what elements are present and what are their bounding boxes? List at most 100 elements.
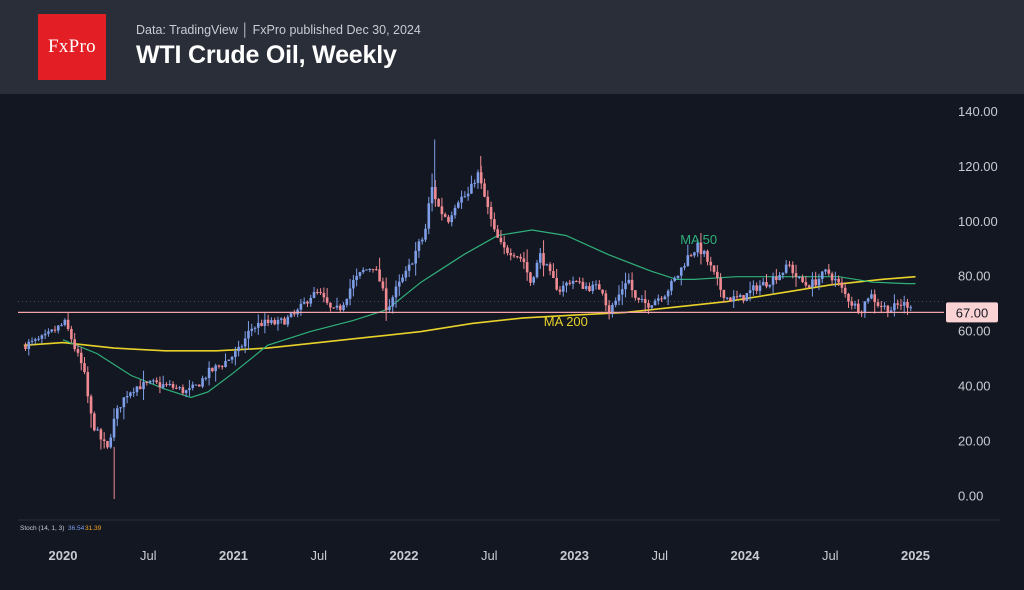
candle-body	[571, 280, 575, 284]
candle-body	[588, 286, 591, 291]
candle-body	[289, 313, 293, 317]
candle-body	[83, 363, 86, 373]
last-price-badge	[946, 302, 998, 323]
candle-body	[312, 291, 316, 298]
candle-body	[332, 307, 336, 309]
candle-body	[755, 285, 758, 291]
indicator-label: Stoch (14, 1, 3)	[20, 525, 64, 532]
candle-body	[135, 386, 139, 393]
candle-body	[207, 367, 211, 378]
candle-body	[230, 356, 234, 360]
candle-body	[673, 278, 677, 281]
candle-body	[814, 279, 817, 286]
candle-body	[365, 269, 368, 271]
x-tick-label: Jul	[140, 548, 157, 563]
candle-body	[820, 271, 824, 280]
candle-body	[794, 273, 798, 278]
candle-body	[283, 318, 286, 325]
candle-body	[558, 289, 562, 292]
candle-body	[250, 328, 254, 331]
candle-body	[502, 242, 506, 248]
y-tick-label: 0.00	[958, 488, 983, 503]
y-tick-label: 40.00	[958, 379, 991, 394]
candle-body	[670, 280, 673, 291]
candle-body	[152, 380, 155, 382]
candle-body	[76, 349, 80, 353]
candle-body	[411, 263, 414, 265]
candle-body	[466, 193, 470, 197]
candle-body	[188, 387, 191, 391]
candle-body	[407, 264, 411, 271]
candle-body	[601, 289, 604, 294]
chart-area[interactable]: 67.00 MA 50 MA 200 140.00 120.00 100.00 80.0…	[0, 94, 1024, 585]
candle-body	[804, 282, 808, 286]
candle-body	[607, 305, 611, 314]
candle-body	[824, 269, 827, 272]
candle-body	[506, 247, 509, 254]
x-tick-label: 2023	[560, 548, 589, 563]
candle-body	[204, 377, 208, 379]
candle-body	[30, 340, 34, 342]
candle-body	[316, 291, 319, 293]
candle-body	[611, 304, 614, 314]
candle-body	[666, 290, 670, 297]
candle-body	[807, 285, 811, 288]
x-tick-label: Jul	[822, 548, 839, 563]
candle-body	[463, 196, 467, 198]
candle-body	[434, 187, 437, 200]
candle-body	[279, 318, 283, 320]
candle-body	[902, 302, 906, 306]
ma200-layer	[23, 275, 916, 352]
candle-body	[889, 310, 893, 314]
candle-body	[270, 320, 273, 324]
candle-body	[699, 242, 703, 255]
candle-body	[768, 284, 772, 287]
candle-body	[742, 295, 745, 301]
candle-body	[758, 285, 762, 291]
candle-body	[217, 365, 221, 367]
candle-body	[368, 268, 372, 270]
candle-body	[345, 298, 349, 305]
candle-body	[148, 380, 152, 383]
candle-body	[302, 301, 306, 304]
candle-body	[834, 278, 837, 281]
candle-body	[873, 294, 877, 303]
candle-body	[37, 338, 40, 340]
candle-body	[220, 366, 224, 368]
candle-body	[53, 329, 57, 331]
candle-body	[847, 293, 850, 302]
candle-body	[456, 202, 460, 208]
candle-body	[234, 351, 237, 357]
candle-body	[637, 297, 640, 300]
y-tick-label: 100.00	[958, 214, 998, 229]
candle-body	[479, 172, 483, 184]
candle-body	[145, 381, 149, 383]
candle-body	[361, 269, 365, 273]
candle-body	[716, 271, 719, 278]
candle-body	[266, 319, 270, 324]
candle-body	[896, 303, 899, 305]
candle-body	[876, 302, 880, 307]
candle-body	[640, 299, 644, 301]
candle-body	[227, 359, 231, 361]
candle-body	[732, 296, 736, 302]
price-chart[interactable]: 67.00 MA 50 MA 200 140.00 120.00 100.00 80.0…	[0, 94, 1024, 585]
candle-body	[765, 282, 768, 287]
candle-body	[381, 281, 385, 289]
candle-body	[509, 253, 513, 256]
candle-body	[299, 303, 303, 310]
candle-body	[430, 187, 434, 204]
candle-body	[604, 293, 608, 306]
candle-body	[211, 367, 214, 372]
candle-body	[138, 386, 142, 390]
candle-body	[181, 387, 185, 394]
candle-body	[453, 207, 457, 216]
candle-body	[109, 437, 113, 448]
candle-body	[122, 397, 126, 408]
candle-body	[689, 255, 693, 257]
data-source-caption: Data: TradingView │ FxPro published Dec …	[136, 23, 421, 37]
last-price-layer: 67.00	[18, 302, 998, 323]
x-tick-label: Jul	[310, 548, 327, 563]
candle-body	[522, 258, 526, 263]
candle-body	[240, 346, 244, 348]
